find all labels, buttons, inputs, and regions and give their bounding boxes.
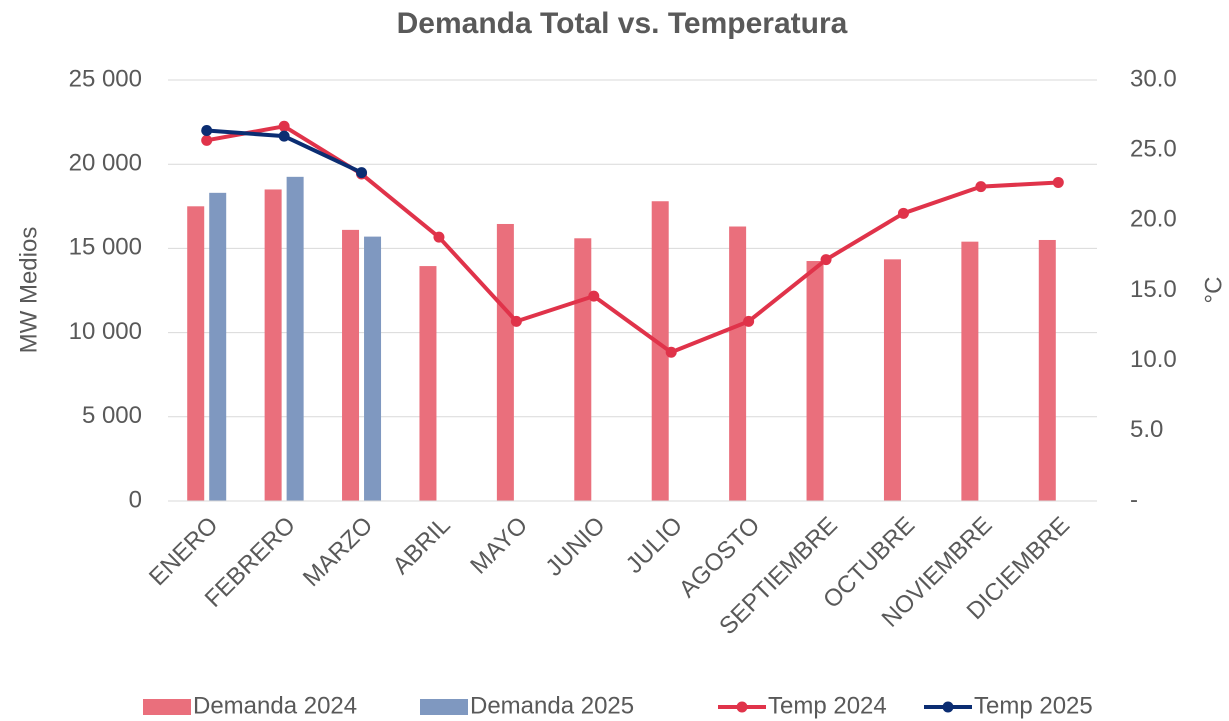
line-point xyxy=(1052,176,1064,188)
y-tick-label: 0 xyxy=(129,486,142,513)
line-point xyxy=(433,231,445,243)
legend-swatch xyxy=(143,699,191,715)
line-point xyxy=(665,346,677,358)
legend-swatch xyxy=(420,699,468,715)
bar xyxy=(574,238,592,501)
y2-tick-label: 15.0 xyxy=(1130,276,1177,303)
bar xyxy=(187,206,205,502)
bar xyxy=(286,176,304,501)
legend-swatch xyxy=(736,701,748,713)
y2-tick-label: 30.0 xyxy=(1130,65,1177,92)
x-tick-label: MAYO xyxy=(465,512,533,580)
bar xyxy=(342,229,360,501)
x-tick-label: ENERO xyxy=(144,512,223,591)
bar xyxy=(264,189,282,501)
line-point xyxy=(356,167,368,179)
y-tick-label: 10 000 xyxy=(69,318,142,345)
bar xyxy=(961,241,979,501)
chart-title: Demanda Total vs. Temperatura xyxy=(397,7,848,40)
legend-label: Demanda 2024 xyxy=(193,692,357,719)
line-point xyxy=(201,125,213,137)
line-point xyxy=(278,130,290,142)
bar xyxy=(1038,239,1056,502)
line-point xyxy=(588,290,600,302)
y2-tick-label: - xyxy=(1130,486,1138,513)
legend-swatch xyxy=(942,701,954,713)
bar xyxy=(651,201,669,502)
line-point xyxy=(975,181,987,193)
y2-tick-label: 10.0 xyxy=(1130,346,1177,373)
y2-tick-label: 20.0 xyxy=(1130,206,1177,233)
y2-tick-label: 5.0 xyxy=(1130,416,1163,443)
bar xyxy=(364,236,382,501)
x-tick-label: ABRIL xyxy=(388,512,456,580)
bar xyxy=(419,266,437,501)
line-point xyxy=(897,207,909,219)
bar xyxy=(883,259,901,501)
bar xyxy=(729,226,747,501)
bar xyxy=(209,192,227,501)
line-point xyxy=(510,315,522,327)
line-point xyxy=(278,120,290,132)
line-point xyxy=(201,134,213,146)
y-tick-label: 5 000 xyxy=(82,402,142,429)
y2-axis-label: °C xyxy=(1200,277,1227,304)
legend-label: Temp 2025 xyxy=(974,692,1093,719)
x-tick-label: JULIO xyxy=(621,512,688,579)
line-point xyxy=(743,315,755,327)
y-tick-label: 25 000 xyxy=(69,65,142,92)
legend-label: Demanda 2025 xyxy=(470,692,634,719)
bar xyxy=(496,223,514,501)
y-tick-label: 15 000 xyxy=(69,234,142,261)
x-tick-label: JUNIO xyxy=(541,512,611,582)
line-point xyxy=(820,254,832,266)
bar xyxy=(806,261,824,501)
y-axis-label: MW Medios xyxy=(15,227,42,354)
x-tick-label: MARZO xyxy=(298,512,378,592)
y-tick-label: 20 000 xyxy=(69,150,142,177)
y2-tick-label: 25.0 xyxy=(1130,136,1177,163)
legend-label: Temp 2024 xyxy=(768,692,887,719)
